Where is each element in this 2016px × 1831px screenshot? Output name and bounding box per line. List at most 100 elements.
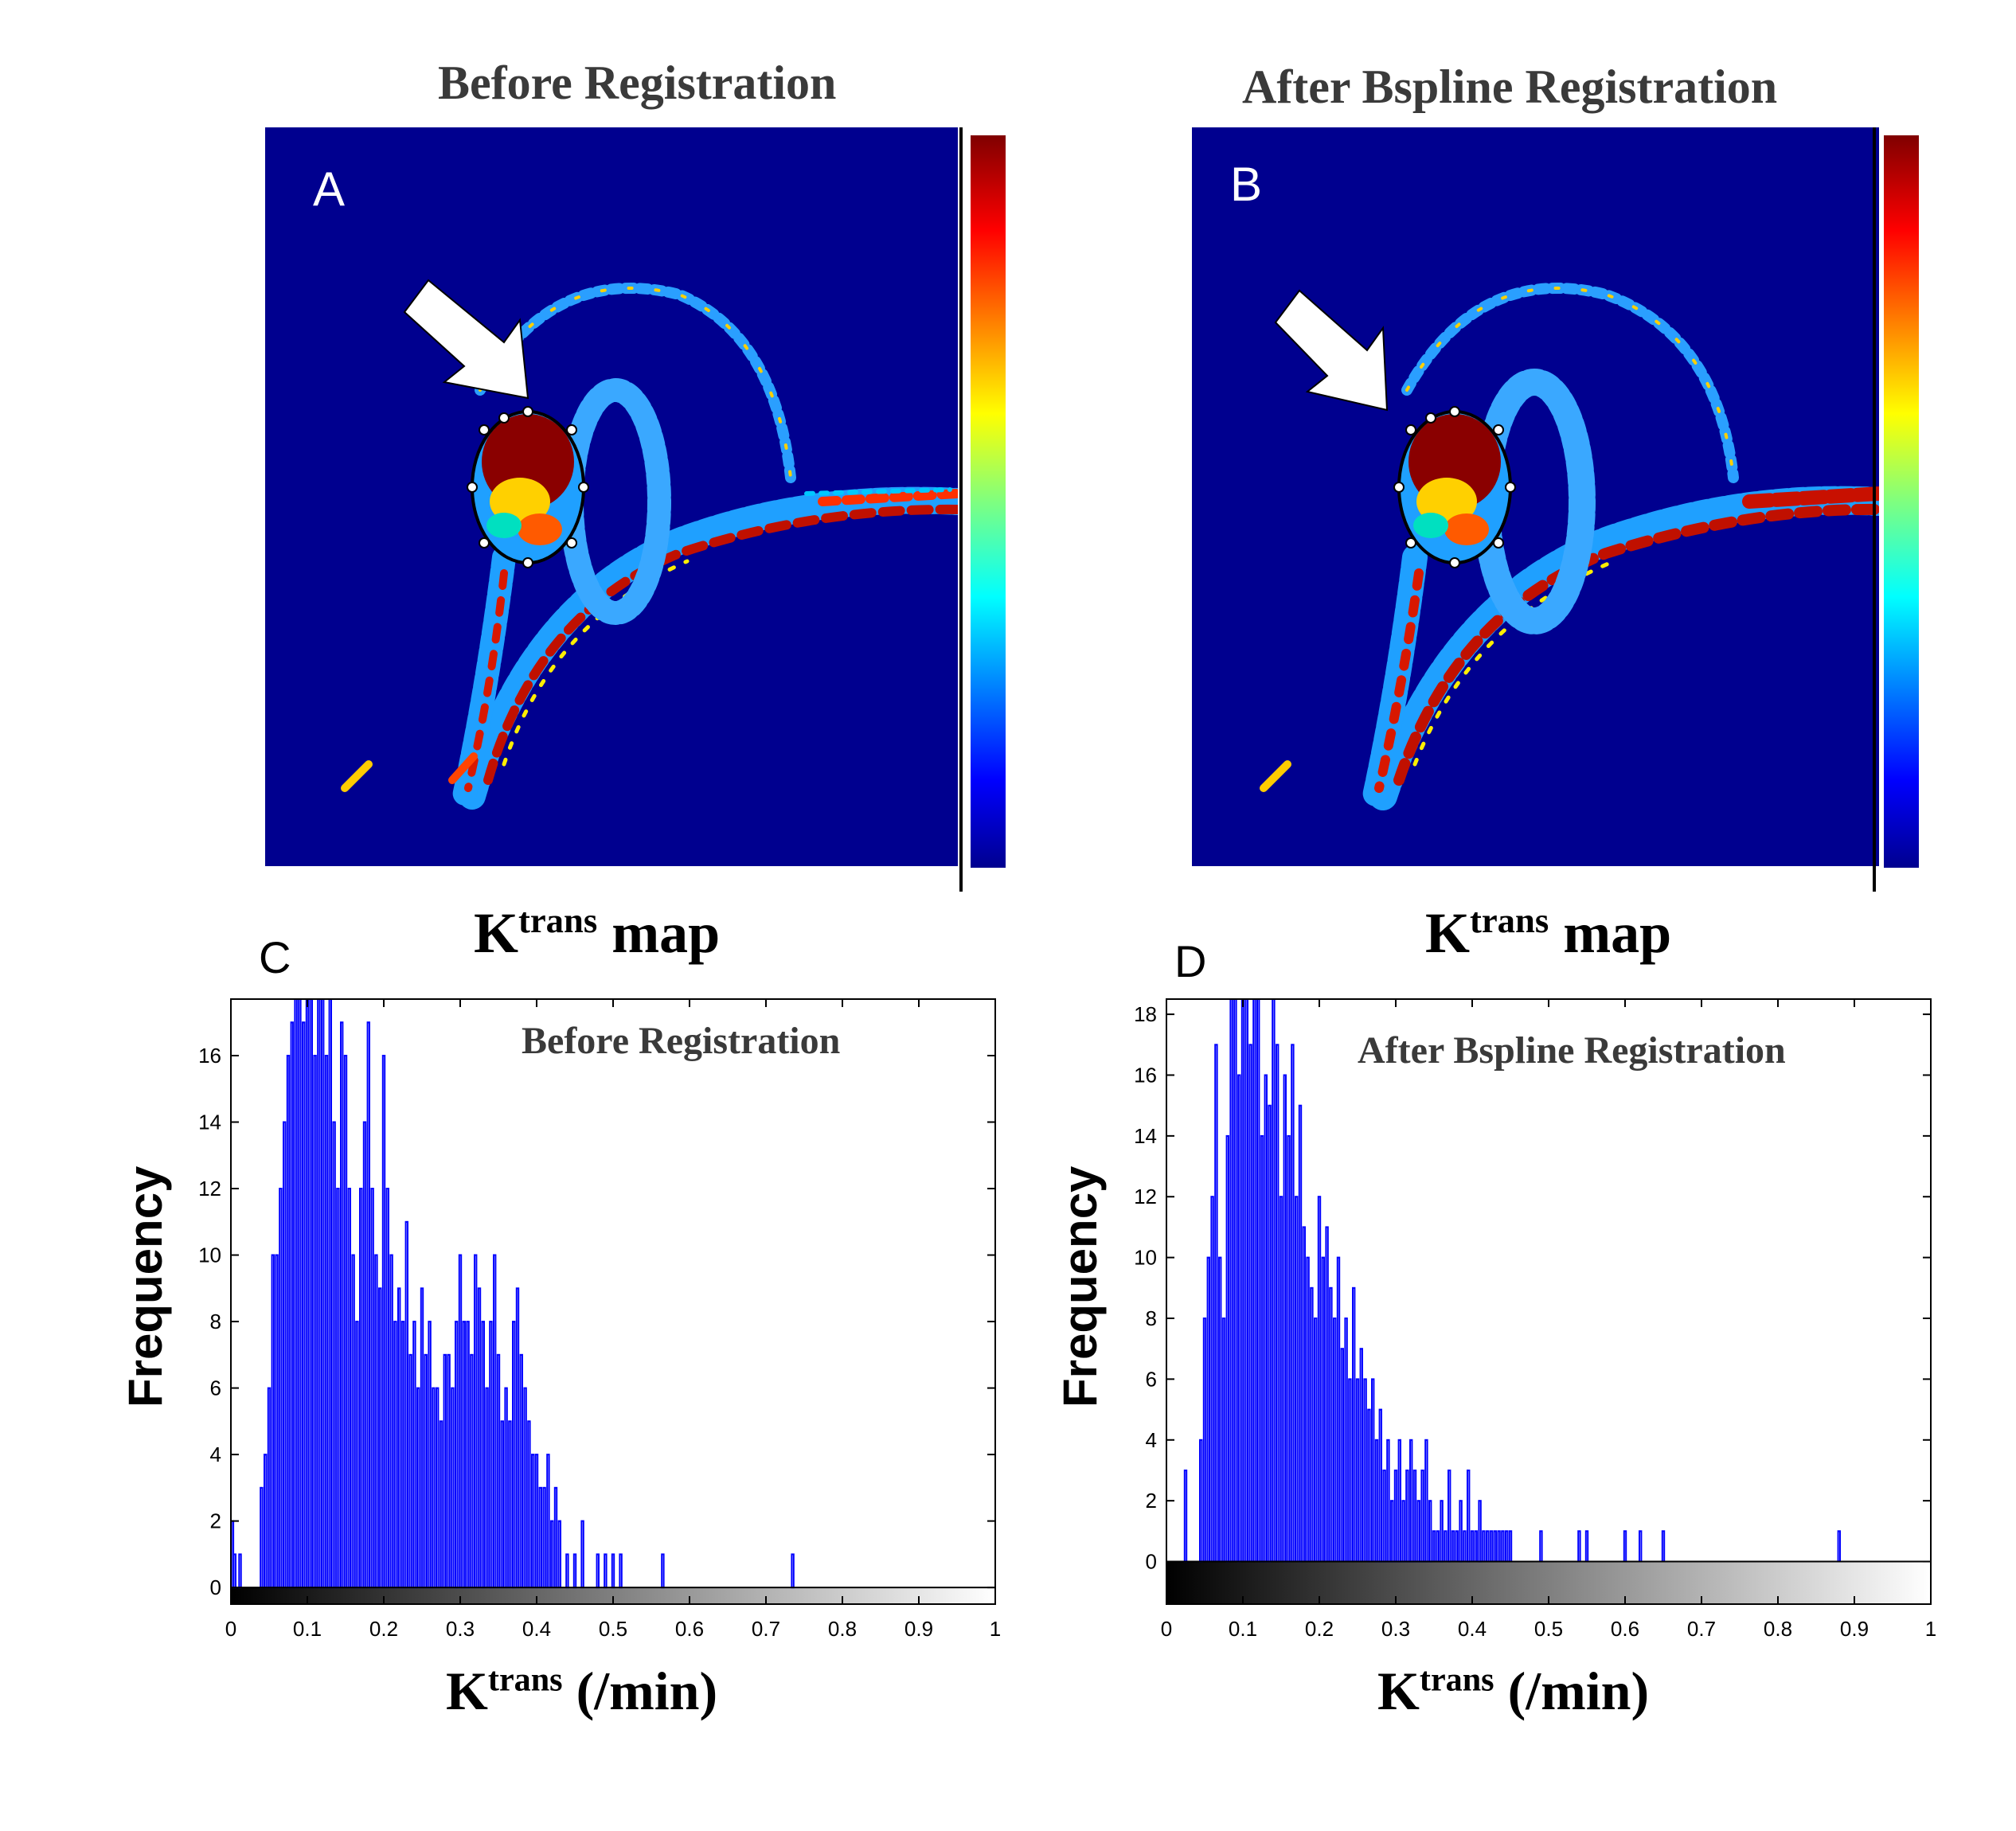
histogram-bar	[1183, 1470, 1188, 1563]
x-tick-label: 0.9	[1840, 1617, 1869, 1641]
roi-control-points	[1393, 406, 1516, 568]
map-label-suffix: map	[597, 901, 721, 965]
histogram-bar	[515, 1287, 520, 1589]
histogram-bar	[1505, 1530, 1509, 1563]
colorbar-b	[1873, 127, 1919, 892]
plot-frame	[1166, 998, 1932, 1605]
histogram-bar	[1244, 998, 1249, 1563]
histogram-bar	[474, 1254, 478, 1589]
histogram-bar	[374, 1254, 378, 1589]
histogram-bar	[619, 1553, 623, 1589]
panel-a-map: A	[265, 127, 971, 866]
y-tick-label: 18	[1134, 1002, 1157, 1026]
histogram-bar	[485, 1387, 489, 1589]
xlabel-suffix: (/min)	[1494, 1661, 1650, 1721]
histogram-bar	[1436, 1530, 1440, 1563]
x-tick-label: 1	[990, 1617, 1001, 1641]
x-tick-label: 0.2	[369, 1617, 398, 1641]
y-tick-label: 12	[198, 1177, 221, 1200]
panel-c-chart: 0 0.1 0.2 0.3 0.4 0.5 0.6 0.7 0.8 0.9 1 0 2 4 6 8 10 12 14…	[191, 991, 1011, 1652]
panel-a-letter: A	[313, 162, 345, 216]
x-tick-label: 0.4	[1458, 1617, 1487, 1641]
histogram-bar	[370, 1188, 374, 1589]
histogram-bar	[397, 1287, 401, 1589]
histogram-bar	[1260, 1134, 1264, 1563]
histogram-bar	[286, 1055, 291, 1589]
histogram-bar	[1486, 1530, 1490, 1563]
x-tick-label: 0.3	[1381, 1617, 1410, 1641]
histogram-bar	[447, 1353, 451, 1589]
histogram-bar	[500, 1420, 505, 1589]
histogram-bar	[1310, 1286, 1314, 1563]
histogram-bar	[351, 1254, 355, 1589]
histogram-bar	[1455, 1530, 1459, 1563]
histogram-bar	[1837, 1530, 1841, 1563]
histogram-bar	[1367, 1408, 1371, 1563]
histogram-bar	[470, 1353, 474, 1589]
histogram-bar	[1501, 1530, 1505, 1563]
histogram-bar	[1459, 1500, 1463, 1563]
histogram-bar	[1202, 1318, 1207, 1563]
xlabel-sup: trans	[487, 1661, 563, 1699]
roi-control-points	[467, 406, 589, 568]
y-tick-label: 4	[1146, 1428, 1157, 1452]
histogram-bar	[1221, 1318, 1226, 1563]
histogram-bar	[362, 1121, 367, 1589]
tissue-overlay	[1260, 283, 1893, 810]
panel-d-inner-title: After Bspline Registration	[1358, 1029, 1786, 1072]
y-tick-label: 0	[1146, 1550, 1157, 1574]
histogram-bar	[596, 1553, 600, 1589]
panel-d-xlabel: Ktrans (/min)	[1377, 1660, 1649, 1723]
histogram-bar	[1416, 1500, 1421, 1563]
histogram-bar	[1302, 1226, 1307, 1563]
histogram-bar	[1314, 1318, 1318, 1563]
x-tick-label: 0.6	[1611, 1617, 1639, 1641]
histogram-bar	[1340, 1348, 1345, 1563]
histogram-bar	[481, 1321, 486, 1589]
histogram-bar	[294, 998, 298, 1589]
histogram-bar	[1639, 1530, 1643, 1563]
histogram-bar	[1344, 1318, 1348, 1563]
histogram-bar	[1371, 1378, 1375, 1563]
histogram-bar	[1420, 1470, 1424, 1563]
histogram-bar	[393, 1321, 397, 1589]
histogram-bar	[1493, 1530, 1498, 1563]
histogram-bar	[340, 1021, 344, 1589]
histogram-bar	[1279, 1196, 1283, 1563]
histogram-bar	[791, 1553, 795, 1589]
histogram-bar	[420, 1287, 424, 1589]
x-tick-label: 0.2	[1305, 1617, 1334, 1641]
histogram-bar	[1276, 1044, 1280, 1563]
panel-b-title: After Bspline Registration	[1242, 61, 1778, 113]
x-tick-label: 0.1	[1229, 1617, 1257, 1641]
x-tick-label: 0.5	[599, 1617, 627, 1641]
histogram-bar	[305, 998, 310, 1589]
histogram-bar	[1424, 1439, 1428, 1563]
x-tick-label: 0.7	[1687, 1617, 1716, 1641]
histogram-bar	[1306, 1256, 1310, 1563]
histogram-bar	[455, 1321, 459, 1589]
histogram-bar	[1482, 1530, 1486, 1563]
x-tick-label: 0.5	[1534, 1617, 1563, 1641]
x-tick-label: 0.3	[446, 1617, 475, 1641]
map-label-suffix: map	[1549, 901, 1672, 965]
histogram-bar	[1577, 1530, 1581, 1563]
histogram-bar	[279, 1188, 283, 1589]
histogram-bar	[1470, 1530, 1475, 1563]
histogram-bar	[1401, 1500, 1405, 1563]
histogram-bar	[1225, 1134, 1229, 1563]
panel-b-letter: B	[1230, 158, 1262, 211]
histogram-bar	[264, 1454, 268, 1589]
histogram-bar	[232, 1553, 236, 1589]
colorbar-a	[959, 127, 1006, 892]
histogram-bar	[267, 1387, 272, 1589]
histogram-bar	[1497, 1530, 1501, 1563]
y-tick-label: 2	[210, 1509, 221, 1533]
y-tick-label: 14	[1134, 1124, 1157, 1148]
histogram-bar	[1355, 1378, 1360, 1563]
y-tick-label: 14	[198, 1111, 221, 1134]
histogram-bar	[290, 1021, 294, 1589]
histogram-bar	[534, 1454, 539, 1589]
histogram-bar	[336, 1188, 340, 1589]
histogram-bar	[1584, 1530, 1589, 1563]
